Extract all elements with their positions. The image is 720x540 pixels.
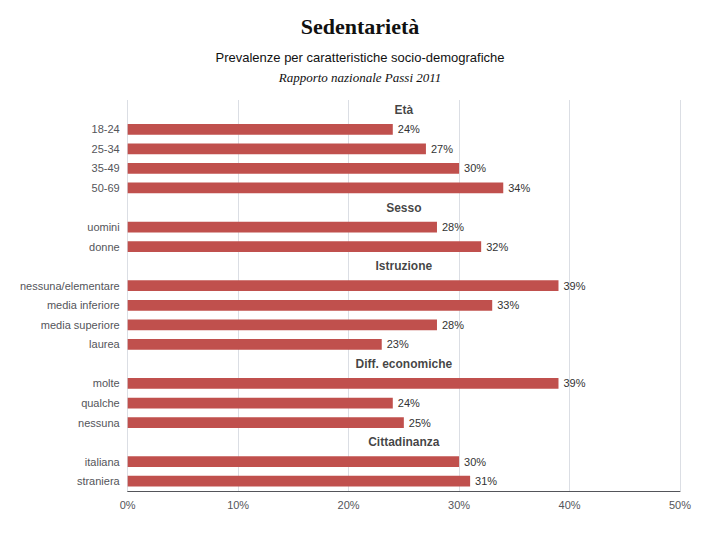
svg-text:27%: 27%	[431, 143, 453, 155]
svg-text:32%: 32%	[486, 241, 508, 253]
svg-text:media inferiore: media inferiore	[47, 299, 120, 311]
svg-text:italiana: italiana	[85, 456, 121, 468]
svg-text:30%: 30%	[464, 162, 486, 174]
svg-text:30%: 30%	[464, 456, 486, 468]
svg-text:25%: 25%	[409, 417, 431, 429]
svg-text:23%: 23%	[387, 338, 409, 350]
svg-text:laurea: laurea	[89, 338, 120, 350]
svg-text:Sesso: Sesso	[386, 201, 421, 215]
svg-text:molte: molte	[93, 377, 120, 389]
svg-text:Diff. economiche: Diff. economiche	[355, 357, 452, 371]
svg-text:28%: 28%	[442, 221, 464, 233]
svg-text:uomini: uomini	[87, 221, 119, 233]
svg-text:28%: 28%	[442, 319, 464, 331]
svg-text:nessuna: nessuna	[78, 417, 120, 429]
svg-text:39%: 39%	[563, 377, 585, 389]
svg-text:24%: 24%	[398, 123, 420, 135]
svg-text:donne: donne	[89, 241, 120, 253]
svg-text:qualche: qualche	[81, 397, 120, 409]
svg-text:18-24: 18-24	[92, 123, 120, 135]
svg-text:50-69: 50-69	[92, 182, 120, 194]
svg-text:30%: 30%	[448, 499, 470, 511]
svg-text:nessuna/elementare: nessuna/elementare	[20, 280, 120, 292]
svg-text:straniera: straniera	[77, 475, 121, 487]
svg-text:Prevalenze per caratteristiche: Prevalenze per caratteristiche socio-dem…	[215, 50, 504, 65]
svg-text:Sedentarietà: Sedentarietà	[301, 14, 420, 39]
svg-text:Rapporto nazionale Passi 2011: Rapporto nazionale Passi 2011	[278, 70, 442, 85]
svg-text:0%: 0%	[120, 499, 136, 511]
svg-text:25-34: 25-34	[92, 143, 120, 155]
svg-text:Età: Età	[394, 103, 413, 117]
svg-text:33%: 33%	[497, 299, 519, 311]
svg-text:39%: 39%	[563, 280, 585, 292]
svg-text:31%: 31%	[475, 475, 497, 487]
svg-text:Cittadinanza: Cittadinanza	[368, 435, 440, 449]
svg-text:40%: 40%	[559, 499, 581, 511]
svg-text:10%: 10%	[227, 499, 249, 511]
svg-text:24%: 24%	[398, 397, 420, 409]
svg-text:Istruzione: Istruzione	[376, 259, 433, 273]
svg-text:media superiore: media superiore	[41, 319, 120, 331]
svg-text:35-49: 35-49	[92, 162, 120, 174]
svg-text:50%: 50%	[669, 499, 691, 511]
svg-text:34%: 34%	[508, 182, 530, 194]
svg-text:20%: 20%	[338, 499, 360, 511]
